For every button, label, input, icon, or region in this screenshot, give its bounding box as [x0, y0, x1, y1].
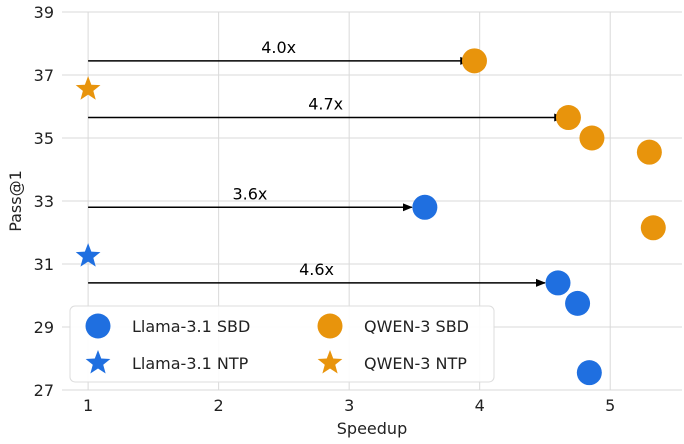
circle-point [565, 290, 591, 316]
data-points [75, 48, 666, 386]
y-tick-label: 39 [34, 3, 54, 22]
legend-circle-icon [85, 313, 111, 339]
star-point [75, 243, 101, 267]
circle-point [555, 105, 581, 131]
tick-labels: 1 2 3 4 5 27 29 31 33 35 37 39 [34, 3, 616, 415]
circle-point [636, 139, 662, 165]
legend-label: Llama-3.1 SBD [132, 317, 250, 336]
legend-label: QWEN-3 NTP [364, 354, 467, 373]
circle-point [412, 194, 438, 220]
speedup-label: 3.6x [232, 184, 267, 203]
legend: Llama-3.1 SBD QWEN-3 SBD Llama-3.1 NTP QWEN… [69, 305, 495, 383]
circle-point [461, 48, 487, 74]
y-tick-label: 35 [34, 129, 54, 148]
speedup-label: 4.0x [261, 38, 296, 57]
circle-point [640, 215, 666, 241]
x-tick-label: 2 [214, 396, 224, 415]
circle-point [576, 360, 602, 386]
legend-star-icon [317, 350, 343, 374]
y-tick-label: 29 [34, 318, 54, 337]
star-point [75, 76, 101, 100]
y-tick-label: 31 [34, 255, 54, 274]
speedup-label: 4.6x [299, 260, 334, 279]
grid [62, 11, 682, 391]
legend-star-icon [85, 350, 111, 374]
circle-point [579, 125, 605, 151]
x-tick-label: 4 [475, 396, 485, 415]
legend-label: QWEN-3 SBD [364, 317, 469, 336]
speedup-label: 4.7x [308, 95, 343, 114]
y-axis-title: Pass@1 [6, 170, 25, 232]
circle-point [545, 270, 571, 296]
x-tick-label: 1 [83, 396, 93, 415]
legend-box [69, 305, 495, 383]
x-axis-title: Speedup [337, 419, 407, 438]
y-tick-label: 37 [34, 66, 54, 85]
y-tick-label: 27 [34, 381, 54, 400]
speedup-annotations: 4.0x 4.7x 3.6x 4.6x [88, 38, 565, 287]
legend-label: Llama-3.1 NTP [132, 354, 249, 373]
x-tick-label: 5 [605, 396, 615, 415]
legend-circle-icon [317, 313, 343, 339]
x-tick-label: 3 [344, 396, 354, 415]
y-tick-label: 33 [34, 192, 54, 211]
